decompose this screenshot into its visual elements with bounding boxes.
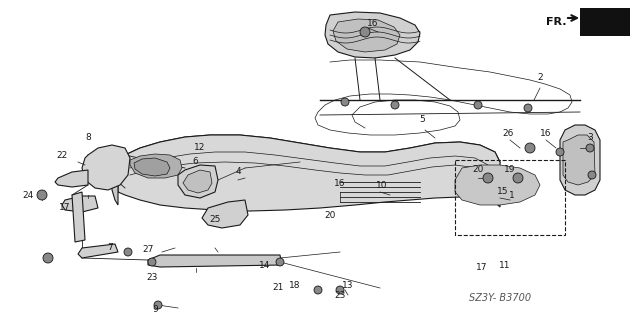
- Text: 27: 27: [142, 246, 154, 255]
- Circle shape: [154, 301, 162, 309]
- Circle shape: [341, 98, 349, 106]
- Text: 25: 25: [209, 216, 221, 225]
- Text: 14: 14: [259, 261, 271, 270]
- Circle shape: [37, 190, 47, 200]
- Polygon shape: [148, 255, 282, 267]
- Bar: [455, 160, 565, 235]
- Polygon shape: [455, 165, 540, 205]
- Polygon shape: [118, 135, 500, 211]
- Text: 21: 21: [272, 284, 284, 293]
- Polygon shape: [560, 125, 600, 195]
- Polygon shape: [55, 170, 88, 187]
- Text: 12: 12: [195, 144, 205, 152]
- Polygon shape: [78, 244, 118, 258]
- Circle shape: [391, 101, 399, 109]
- Polygon shape: [62, 196, 98, 212]
- Text: 6: 6: [192, 158, 198, 167]
- Circle shape: [525, 143, 535, 153]
- Polygon shape: [325, 12, 420, 58]
- Circle shape: [524, 104, 532, 112]
- Polygon shape: [82, 145, 130, 190]
- Circle shape: [276, 258, 284, 266]
- Text: 20: 20: [472, 166, 484, 174]
- Circle shape: [314, 286, 322, 294]
- Text: 8: 8: [85, 133, 91, 143]
- Circle shape: [556, 148, 564, 156]
- Text: 16: 16: [540, 129, 552, 137]
- Circle shape: [336, 286, 344, 294]
- Circle shape: [43, 253, 53, 263]
- Polygon shape: [178, 165, 218, 198]
- Circle shape: [148, 258, 156, 266]
- Text: SZ3Y- B3700: SZ3Y- B3700: [469, 293, 531, 303]
- Text: 18: 18: [289, 280, 301, 290]
- Polygon shape: [202, 200, 248, 228]
- Text: 26: 26: [502, 129, 514, 137]
- Polygon shape: [72, 192, 85, 242]
- Text: 24: 24: [22, 190, 34, 199]
- Text: 4: 4: [235, 167, 241, 176]
- Text: 16: 16: [367, 19, 379, 27]
- Text: 17: 17: [60, 204, 71, 212]
- Polygon shape: [112, 160, 118, 205]
- Text: 5: 5: [419, 115, 425, 124]
- Circle shape: [483, 173, 493, 183]
- Text: 13: 13: [342, 280, 354, 290]
- Text: 15: 15: [497, 188, 509, 197]
- Bar: [580, 8, 630, 36]
- Polygon shape: [130, 154, 182, 178]
- Text: 11: 11: [499, 261, 511, 270]
- Text: 3: 3: [587, 133, 593, 143]
- Text: 23: 23: [147, 273, 157, 283]
- Text: 9: 9: [152, 306, 158, 315]
- Circle shape: [124, 248, 132, 256]
- Text: 2: 2: [537, 73, 543, 83]
- Text: 16: 16: [334, 180, 346, 189]
- Circle shape: [588, 171, 596, 179]
- Circle shape: [586, 144, 594, 152]
- Circle shape: [474, 101, 482, 109]
- Text: 7: 7: [107, 243, 113, 253]
- Text: 1: 1: [509, 190, 515, 199]
- Polygon shape: [333, 19, 400, 52]
- Polygon shape: [183, 170, 212, 193]
- Text: 23: 23: [334, 291, 346, 300]
- Text: 20: 20: [324, 211, 336, 219]
- Polygon shape: [114, 135, 500, 193]
- Text: 17: 17: [476, 263, 488, 272]
- Text: 19: 19: [504, 166, 516, 174]
- Polygon shape: [563, 135, 595, 185]
- Polygon shape: [134, 158, 170, 176]
- Text: 10: 10: [376, 181, 388, 189]
- Text: FR.: FR.: [546, 17, 566, 27]
- Circle shape: [513, 173, 523, 183]
- Text: 22: 22: [56, 151, 68, 160]
- Circle shape: [360, 27, 370, 37]
